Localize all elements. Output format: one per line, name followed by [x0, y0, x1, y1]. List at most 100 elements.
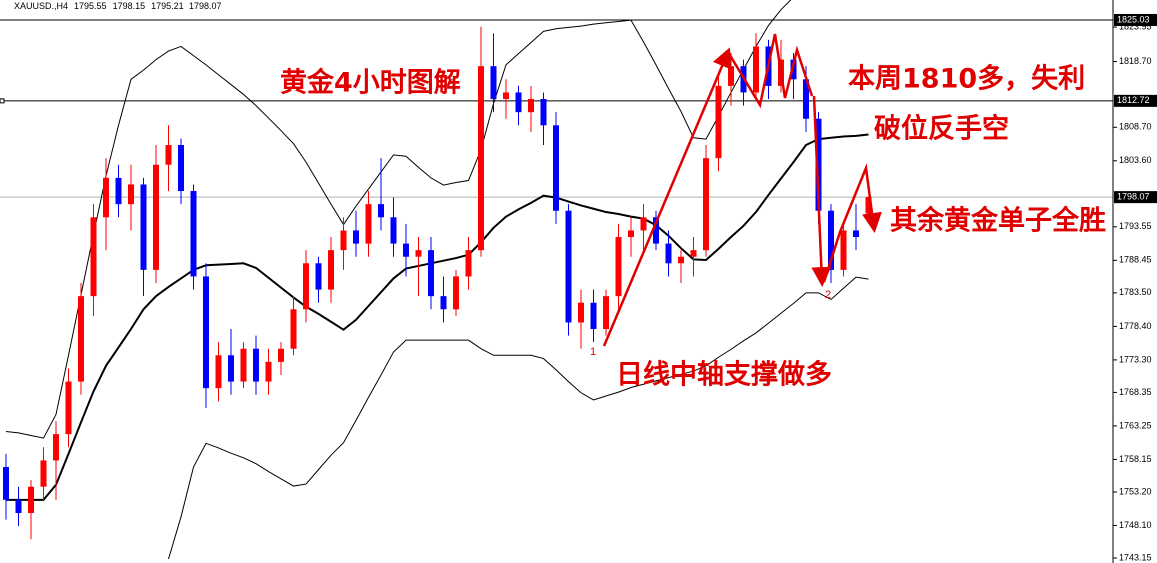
arrow — [602, 47, 732, 347]
y-tick-label: 1753.20 — [1119, 486, 1152, 496]
header-value: 1798.15 — [113, 1, 146, 11]
candle-body — [390, 217, 397, 244]
candle-body — [328, 250, 334, 290]
candle-body — [40, 460, 47, 487]
candle-body — [403, 243, 409, 257]
price-label-box — [1114, 94, 1157, 107]
price-label: 1812.72 — [1117, 95, 1150, 105]
band-line — [6, 133, 869, 501]
price-label-box — [1114, 191, 1157, 204]
candle-body — [453, 276, 459, 310]
candle-body — [465, 250, 472, 277]
band-line — [5, 0, 792, 439]
arrow — [822, 163, 882, 283]
y-tick-label: 1803.60 — [1119, 155, 1152, 165]
candle-body — [515, 92, 522, 113]
candle-body — [103, 177, 109, 218]
y-tick-label: 1823.95 — [1119, 21, 1152, 31]
candle-body — [303, 263, 309, 310]
candle-body — [478, 66, 484, 251]
band-line — [168, 276, 869, 560]
y-tick-label: 1808.70 — [1119, 122, 1152, 132]
candle-body — [728, 66, 734, 86]
candle-body — [565, 210, 572, 323]
annotation: 2 — [825, 289, 831, 301]
candle-body — [340, 230, 347, 251]
candle-body — [428, 250, 434, 297]
candle-body — [715, 85, 722, 159]
candle-body — [115, 177, 122, 205]
candle-body — [278, 348, 284, 362]
y-tick-label: 1783.50 — [1119, 287, 1152, 297]
header-value: 1795.55 — [74, 1, 107, 11]
zigzag — [726, 33, 814, 109]
candle-body — [65, 381, 72, 435]
candle-body — [753, 46, 759, 93]
price-label: 1798.07 — [1117, 192, 1150, 202]
level-handle — [0, 98, 5, 104]
candle-body — [790, 59, 797, 80]
candle-body — [528, 99, 534, 113]
candle-body — [578, 302, 584, 323]
header-value: 1798.07 — [189, 1, 222, 11]
candle-body — [190, 191, 197, 277]
candle-body — [165, 145, 172, 165]
candle-body — [615, 237, 622, 297]
y-tick-label: 1773.30 — [1119, 354, 1152, 364]
candle-body — [215, 355, 222, 389]
candle-body — [253, 348, 259, 382]
candle-body — [553, 125, 559, 211]
y-tick-label: 1763.25 — [1119, 420, 1152, 430]
price-label-box — [1114, 13, 1157, 26]
candle-body — [3, 466, 9, 500]
candle-body — [178, 145, 184, 192]
y-tick-label: 1818.70 — [1119, 56, 1152, 66]
candle-body — [365, 204, 372, 244]
candle-body — [440, 296, 447, 310]
header-value: 1795.21 — [151, 1, 184, 11]
candle-body — [78, 296, 84, 382]
candle-body — [265, 361, 272, 382]
candle-body — [678, 256, 684, 264]
y-tick-label: 1793.55 — [1119, 221, 1152, 231]
candle-body — [53, 434, 59, 461]
annotation: 日线中轴支撑做多 — [616, 360, 832, 391]
candle-body — [628, 230, 634, 238]
arrow — [811, 95, 832, 287]
candle-body — [815, 118, 822, 211]
annotation: 其余黄金单子全胜 — [890, 205, 1106, 237]
candle-body — [540, 99, 547, 126]
candle-body — [415, 250, 422, 257]
candle-body — [803, 79, 809, 119]
candle-body — [28, 486, 34, 513]
candle-body — [90, 217, 97, 297]
candle-body — [490, 66, 497, 100]
annotation: 1 — [590, 346, 596, 358]
candle-body — [640, 217, 647, 231]
arrows — [602, 33, 882, 347]
y-tick-label: 1788.45 — [1119, 255, 1152, 265]
candle-body — [203, 276, 209, 389]
candle-body — [128, 184, 134, 205]
candle-body — [865, 197, 872, 214]
header: XAUUSD.,H4 1795.55 1798.15 1795.21 1798.07 — [14, 1, 222, 11]
price-label: 1825.03 — [1117, 14, 1150, 24]
candle-body — [840, 230, 847, 270]
candle-body — [665, 243, 672, 264]
y-tick-label: 1748.10 — [1119, 520, 1152, 530]
candle-body — [590, 302, 597, 330]
annotation: 本周1810多，失利 — [848, 64, 1085, 95]
candle-body — [653, 217, 659, 244]
candle-body — [828, 210, 834, 270]
y-tick-label: 1768.35 — [1119, 387, 1152, 397]
annotation: 破位反手空 — [874, 113, 1009, 145]
y-tick-label: 1743.15 — [1119, 552, 1152, 562]
annotation: 黄金4小时图解 — [280, 67, 461, 99]
candle-body — [15, 499, 22, 513]
candle-body — [853, 230, 859, 238]
candle-body — [240, 348, 247, 382]
candle-body — [228, 355, 234, 382]
candle-body — [315, 263, 322, 290]
y-tick-label: 1778.40 — [1119, 321, 1152, 331]
